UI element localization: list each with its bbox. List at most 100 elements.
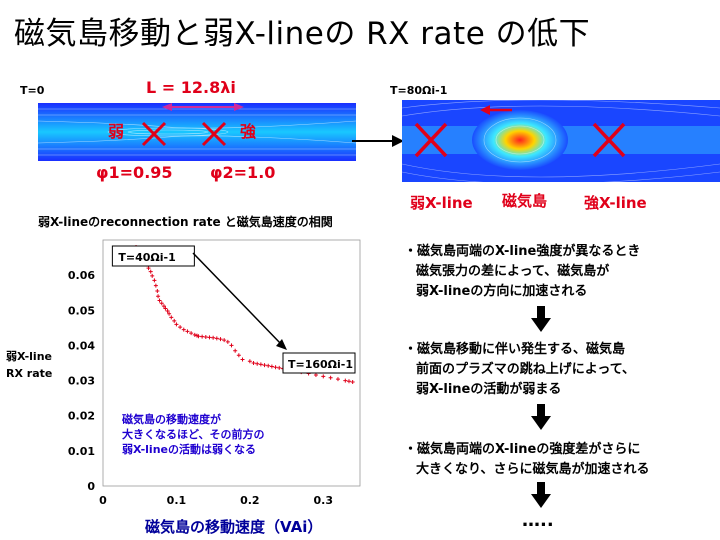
length-arrow-right-head [234, 103, 244, 111]
y-tick-label: 0.02 [68, 410, 95, 423]
y-tick-label: 0.06 [68, 269, 95, 282]
data-point [251, 361, 256, 365]
bullet-1: ・磁気島両端のX-line強度が異なるとき 磁気張力の差によって、磁気島が 弱X… [404, 242, 640, 302]
end-annotation: T=160Ωi-1 [288, 358, 353, 371]
data-point [167, 311, 172, 316]
data-point [153, 283, 158, 288]
phi1-label: φ1=0.95 [96, 163, 173, 182]
annotation-note-line: 大きくなるほど、その前方の [122, 427, 264, 441]
data-point [262, 363, 267, 368]
data-point [277, 365, 282, 370]
data-point [203, 334, 208, 339]
data-point [321, 374, 326, 379]
magnetic-island [472, 110, 568, 170]
down-arrow-1 [531, 306, 551, 332]
start-annotation: T=40Ωi-1 [118, 251, 175, 264]
data-point [169, 315, 174, 320]
data-point [214, 336, 219, 341]
x-axis-label: 磁気島の移動速度（VAi） [145, 518, 322, 536]
data-point [200, 334, 205, 339]
y-tick-label: 0.03 [68, 375, 95, 388]
island-motion-arrow-head [480, 105, 490, 115]
bullet-2-line-1: ・磁気島移動に伴い発生する、磁気島 [404, 342, 626, 357]
weak-label: 弱 [108, 122, 125, 141]
field-background [38, 103, 356, 161]
down-arrow-3 [531, 482, 551, 508]
page-title: 磁気島移動と弱X-lineの RX rate の低下 [14, 16, 591, 52]
data-point [247, 359, 252, 364]
t0-label: T=0 [20, 84, 45, 97]
data-point [346, 379, 351, 384]
trend-arrow-head [276, 339, 287, 350]
data-point [255, 361, 260, 366]
data-point [155, 288, 160, 293]
down-arrow-2 [531, 404, 551, 430]
data-point [181, 327, 186, 332]
bullet-3-line-1: ・磁気島両端のX-lineの強度差がさらに [404, 442, 641, 457]
data-point [185, 329, 190, 334]
data-point [233, 348, 238, 353]
data-point [178, 325, 183, 330]
data-point [258, 362, 263, 367]
y-tick-label: 0.04 [68, 339, 95, 352]
t80-label: T=80Ωi-1 [390, 84, 448, 97]
data-point [196, 334, 201, 339]
data-point [273, 365, 278, 370]
bullet-2-line-2: 前面のプラズマの跳ね上げによって、 [416, 362, 636, 377]
y-axis-label-line-1: 弱X-line [6, 350, 52, 363]
time-arrow [352, 135, 404, 147]
data-point [266, 363, 271, 368]
y-tick-label: 0 [87, 480, 95, 493]
data-point [152, 278, 157, 283]
data-point [240, 357, 245, 362]
end-annotation-box [282, 352, 356, 374]
data-point [218, 337, 223, 342]
bullet-2-line-3: 弱X-lineの活動が弱まる [416, 382, 562, 397]
data-point [150, 273, 155, 278]
data-point [211, 335, 216, 340]
data-point [163, 306, 168, 311]
x-tick-label: 0 [99, 494, 107, 507]
data-point [343, 378, 348, 383]
annotation-note-line: 磁気島の移動速度が [122, 412, 221, 426]
phi2-label: φ2=1.0 [210, 163, 276, 182]
data-point [156, 294, 161, 299]
data-point [174, 322, 179, 327]
data-point [222, 338, 227, 343]
bullet-1-line-2: 磁気張力の差によって、磁気島が [416, 264, 610, 279]
y-tick-label: 0.05 [68, 304, 95, 317]
data-point [165, 308, 170, 313]
x-tick-label: 0.1 [167, 494, 187, 507]
island-label: 磁気島 [502, 192, 548, 210]
data-point [236, 353, 241, 358]
data-point [146, 266, 151, 271]
length-arrow-left-head [162, 103, 172, 111]
bullet-3-line-2: 大きくなり、さらに磁気島が加速される [416, 462, 650, 477]
length-label: L = 12.8λi [146, 78, 236, 97]
bullet-1-line-3: 弱X-lineの方向に加速される [416, 284, 588, 299]
data-point [350, 379, 355, 384]
data-point [225, 339, 230, 344]
data-point [229, 343, 234, 348]
chart-section-title: 弱X-lineのreconnection rate と磁気島速度の相関 [38, 215, 333, 229]
data-point [159, 301, 164, 306]
trend-arrow [192, 252, 283, 346]
start-annotation-box [111, 245, 195, 267]
data-point [328, 375, 333, 380]
strong-label: 強 [240, 122, 257, 141]
y-axis-label-line-2: RX rate [6, 367, 52, 380]
ellipsis: ….. [522, 510, 554, 531]
field-lines [38, 108, 356, 156]
field-lines [402, 100, 720, 182]
data-point [161, 304, 166, 309]
strong-xline-mark [201, 121, 227, 147]
annotation-note-line: 弱X-lineの活動は弱くなる [122, 442, 256, 456]
data-point [172, 318, 177, 323]
weak-xline-mark [414, 122, 448, 158]
bullet-1-line-1: ・磁気島両端のX-line強度が異なるとき [404, 244, 641, 259]
weak-xline-label: 弱X-line [410, 194, 473, 212]
rx-rate-vs-velocity-chart: 0 0.01 0.02 0.03 0.04 0.05 0.06 0 0.1 0.2 0.3 磁気島の移… [6, 239, 361, 536]
strong-xline-label: 強X-line [584, 194, 647, 212]
data-point [148, 269, 153, 274]
evolved-state-panel [402, 100, 720, 182]
